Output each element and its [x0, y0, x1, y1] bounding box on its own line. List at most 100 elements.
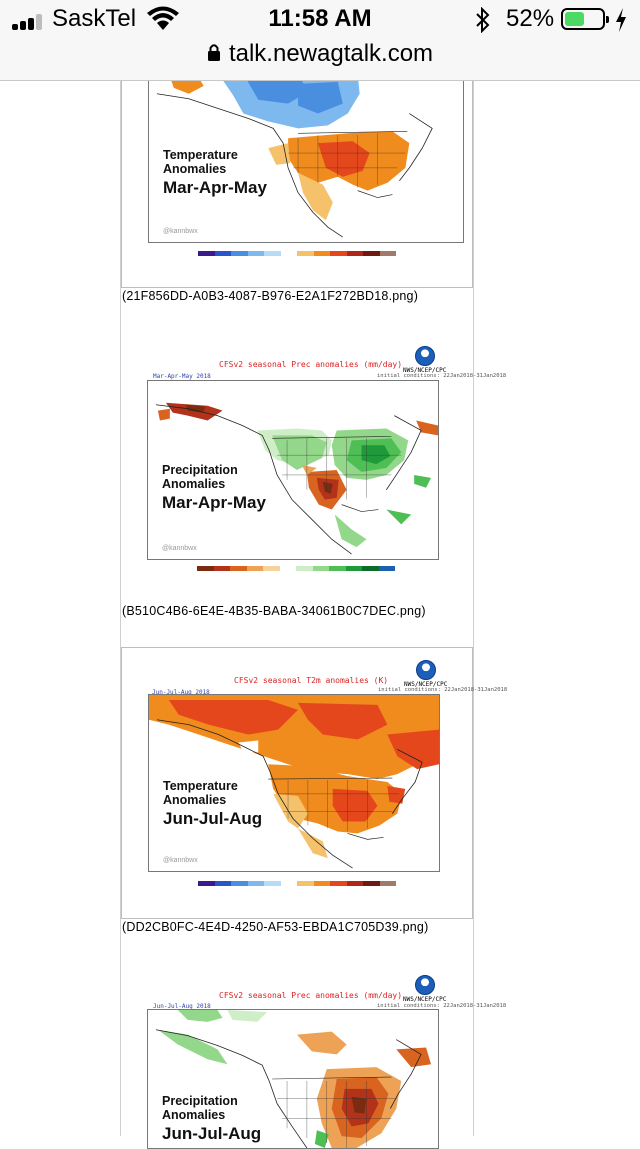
overlay-line1: Precipitation [162, 463, 238, 477]
plot-title: CFSv2 seasonal T2m anomalies (K) [234, 676, 389, 685]
plot-subtitle: Mar-Apr-May 2018 [153, 373, 211, 380]
agency-label: NWS/NCEP/CPC [404, 681, 448, 688]
noaa-logo-icon [414, 346, 435, 366]
watermark: @kannbwx [162, 545, 197, 552]
colorbar-swatch [264, 251, 281, 256]
colorbar-swatch [313, 881, 330, 886]
agency-label: NWS/NCEP/CPC [403, 996, 447, 1003]
temperature-colorbar [198, 881, 396, 886]
image-precipitation-mar-apr-may[interactable]: CFSv2 seasonal Prec anomalies (mm/day) M… [121, 340, 506, 580]
colorbar-swatch [198, 251, 215, 256]
noaa-logo: NWS/NCEP/CPC [403, 346, 446, 374]
wifi-icon [147, 6, 179, 30]
overlay-line1: Temperature [163, 779, 238, 793]
precipitation-colorbar [197, 566, 395, 571]
colorbar-swatch [363, 251, 380, 256]
image-temperature-jun-jul-aug[interactable]: CFSv2 seasonal T2m anomalies (K) Jun-Jul… [121, 647, 507, 919]
overlay-line2: Anomalies [162, 477, 226, 491]
noaa-logo: NWS/NCEP/CPC [404, 660, 447, 688]
overlay-line2: Anomalies [163, 793, 227, 807]
colorbar-swatch [379, 881, 396, 886]
post-border-right [473, 0, 474, 1136]
colorbar-swatch [230, 566, 247, 571]
initial-conditions: initial conditions: 22Jan2018-31Jan2018 [377, 1003, 507, 1009]
colorbar-swatch [378, 566, 395, 571]
colorbar-swatch [330, 251, 347, 256]
charging-bolt-icon [616, 8, 626, 32]
carrier-name: SaskTel [52, 5, 137, 32]
map-overlay-label: Precipitation Anomalies Mar-Apr-May [162, 463, 266, 512]
colorbar-swatch [214, 251, 231, 256]
image-precipitation-jun-jul-aug[interactable]: CFSv2 seasonal Prec anomalies (mm/day) J… [121, 965, 506, 1149]
image-caption: (DD2CB0FC-4E4D-4250-AF53-EBDA1C705D39.pn… [122, 920, 429, 934]
map-overlay-label: Temperature Anomalies Mar-Apr-May [163, 148, 267, 197]
image-caption: (21F856DD-A0B3-4087-B976-E2A1F272BD18.pn… [122, 289, 419, 303]
lock-icon [207, 44, 220, 61]
colorbar-swatch [362, 566, 379, 571]
watermark: @kannbwx [163, 228, 198, 235]
battery-percent: 52% [506, 5, 555, 32]
colorbar-swatch [213, 566, 230, 571]
temperature-colorbar [198, 251, 396, 256]
colorbar-swatch [280, 251, 297, 256]
overlay-line1: Precipitation [162, 1094, 238, 1108]
overlay-line2: Anomalies [163, 162, 227, 176]
colorbar-swatch [346, 251, 363, 256]
overlay-season: Mar-Apr-May [163, 178, 267, 197]
colorbar-swatch [197, 566, 214, 571]
overlay-season: Mar-Apr-May [162, 493, 266, 512]
plot-subtitle: Jun-Jul-Aug 2018 [153, 1003, 211, 1010]
noaa-logo-icon [415, 660, 436, 680]
colorbar-swatch [346, 881, 363, 886]
colorbar-swatch [231, 251, 248, 256]
colorbar-swatch [297, 881, 314, 886]
plot-subtitle: Jun-Jul-Aug 2018 [152, 689, 210, 696]
overlay-line1: Temperature [163, 148, 238, 162]
overlay-season: Jun-Jul-Aug [163, 809, 263, 828]
colorbar-swatch [198, 881, 215, 886]
map-panel: Temperature Anomalies Mar-Apr-May @kannb… [148, 73, 464, 243]
colorbar-swatch [263, 566, 280, 571]
watermark: @kannbwx [163, 857, 198, 864]
colorbar-swatch [280, 881, 297, 886]
colorbar-swatch [345, 566, 362, 571]
colorbar-swatch [214, 881, 231, 886]
overlay-line2: Anomalies [162, 1108, 226, 1122]
colorbar-swatch [231, 881, 248, 886]
map-panel: Precipitation Anomalies Mar-Apr-May @kan… [147, 380, 439, 560]
colorbar-swatch [264, 881, 281, 886]
map-panel: Temperature Anomalies Jun-Jul-Aug @kannb… [148, 694, 440, 872]
url-text[interactable]: talk.newagtalk.com [228, 40, 434, 67]
image-caption: (B510C4B6-6E4E-4B35-BABA-34061B0C7DEC.pn… [122, 604, 426, 618]
colorbar-swatch [330, 881, 347, 886]
colorbar-swatch [297, 251, 314, 256]
colorbar-swatch [279, 566, 296, 571]
image-temperature-mar-apr-may[interactable]: Temperature Anomalies Mar-Apr-May @kannb… [121, 60, 473, 288]
post-border-left [120, 0, 121, 1136]
map-panel: Precipitation Anomalies Jun-Jul-Aug [147, 1009, 439, 1149]
colorbar-swatch [296, 566, 313, 571]
cellular-signal-icon [12, 12, 48, 30]
colorbar-swatch [247, 251, 264, 256]
noaa-logo: NWS/NCEP/CPC [403, 975, 446, 1003]
agency-label: NWS/NCEP/CPC [403, 367, 447, 374]
plot-title: CFSv2 seasonal Prec anomalies (mm/day) [219, 991, 403, 1000]
battery-level [565, 12, 584, 26]
plot-title: CFSv2 seasonal Prec anomalies (mm/day) [219, 360, 403, 369]
address-bar[interactable]: talk.newagtalk.com [0, 40, 640, 76]
colorbar-swatch [247, 881, 264, 886]
browser-top-bar: SaskTel 11:58 AM 52% talk.newagtalk.com [0, 0, 640, 81]
noaa-logo-icon [414, 975, 435, 995]
status-bar: SaskTel 11:58 AM 52% [0, 0, 640, 40]
bluetooth-icon [476, 7, 490, 33]
initial-conditions: initial conditions: 22Jan2018-31Jan2018 [377, 373, 507, 379]
colorbar-swatch [379, 251, 396, 256]
initial-conditions: initial conditions: 22Jan2018-31Jan2018 [378, 687, 508, 693]
colorbar-swatch [329, 566, 346, 571]
colorbar-swatch [246, 566, 263, 571]
colorbar-swatch [312, 566, 329, 571]
battery-icon [561, 8, 609, 30]
clock: 11:58 AM [268, 5, 372, 32]
colorbar-swatch [313, 251, 330, 256]
